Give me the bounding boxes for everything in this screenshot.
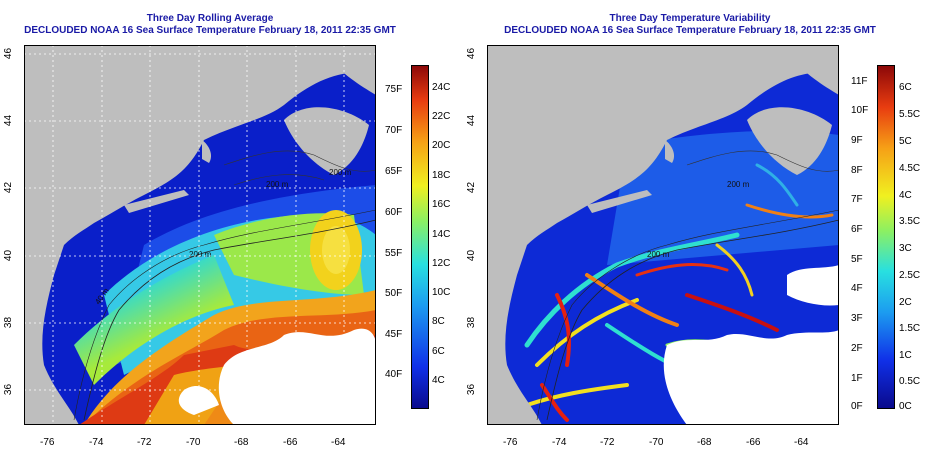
right-variability-map: 200 m 200 m	[487, 45, 839, 425]
left-depth-label-3: 200 m	[329, 168, 352, 177]
left-grid	[24, 45, 376, 425]
right-cb-c-label: 1C	[899, 350, 912, 361]
right-cb-f-label: 7F	[851, 194, 863, 205]
left-cb-f-label: 60F	[385, 207, 403, 218]
right-title-line1: Three Day Temperature Variability	[609, 13, 771, 24]
left-lon-tick: -66	[283, 437, 298, 448]
right-cb-f-label: 9F	[851, 135, 863, 146]
left-lon-tick: -70	[186, 437, 201, 448]
right-lat-tick: 38	[466, 316, 478, 329]
right-lat-tick: 36	[466, 383, 478, 396]
right-cb-f-label: 10F	[851, 105, 869, 116]
right-cb-c-label: 0C	[899, 401, 912, 412]
right-cb-f-label: 6F	[851, 224, 863, 235]
left-cb-c-label: 10C	[432, 287, 451, 298]
left-lat-tick: 36	[3, 383, 15, 396]
left-cb-c-label: 24C	[432, 82, 451, 93]
right-lon-tick: -68	[697, 437, 712, 448]
right-lon-tick: -64	[794, 437, 809, 448]
right-lat-tick: 42	[466, 181, 478, 194]
right-cb-c-label: 5.5C	[899, 109, 921, 120]
right-lat-tick: 40	[466, 249, 478, 262]
left-lat-tick: 42	[3, 181, 15, 194]
right-lon-tick: -66	[746, 437, 761, 448]
left-lat-tick: 40	[3, 249, 15, 262]
left-cb-c-label: 14C	[432, 229, 451, 240]
right-cb-c-label: 0.5C	[899, 376, 921, 387]
left-cb-f-label: 50F	[385, 288, 403, 299]
left-cb-c-label: 16C	[432, 199, 451, 210]
right-cb-c-label: 2C	[899, 297, 912, 308]
right-depth-label-1: 200 m	[647, 250, 670, 259]
left-lon-tick: -72	[137, 437, 152, 448]
right-lon-tick: -74	[552, 437, 567, 448]
right-cb-c-label: 5C	[899, 136, 912, 147]
right-lat-tick: 44	[466, 114, 478, 127]
left-cb-c-label: 12C	[432, 258, 451, 269]
right-colorbar	[877, 65, 895, 409]
right-cb-c-label: 6C	[899, 82, 912, 93]
left-cb-f-label: 55F	[385, 248, 403, 259]
left-lat-tick: 46	[3, 47, 15, 60]
left-cb-f-label: 40F	[385, 369, 403, 380]
left-cb-c-label: 18C	[432, 170, 451, 181]
left-cb-c-label: 8C	[432, 316, 445, 327]
left-lat-tick: 44	[3, 114, 15, 127]
left-depth-label-1: 200 m	[189, 250, 212, 259]
left-cb-c-label: 20C	[432, 140, 451, 151]
left-lon-tick: -68	[234, 437, 249, 448]
right-cb-f-label: 5F	[851, 254, 863, 265]
left-cb-c-label: 6C	[432, 346, 445, 357]
right-depth-label-2: 200 m	[727, 180, 750, 189]
left-cb-f-label: 75F	[385, 84, 403, 95]
left-cb-c-label: 4C	[432, 375, 445, 386]
right-cb-f-label: 3F	[851, 313, 863, 324]
left-lon-tick: -76	[40, 437, 55, 448]
right-cb-c-label: 3.5C	[899, 216, 921, 227]
left-cb-f-label: 45F	[385, 329, 403, 340]
right-cb-c-label: 4C	[899, 190, 912, 201]
left-colorbar	[411, 65, 429, 409]
right-cb-f-label: 8F	[851, 165, 863, 176]
right-cb-c-label: 4.5C	[899, 163, 921, 174]
left-cb-f-label: 65F	[385, 166, 403, 177]
right-cb-f-label: 4F	[851, 283, 863, 294]
right-lon-tick: -72	[600, 437, 615, 448]
left-lon-tick: -74	[89, 437, 104, 448]
left-depth-label-2: 200 m	[266, 180, 289, 189]
right-cb-f-label: 11F	[851, 76, 868, 87]
left-lon-tick: -64	[331, 437, 346, 448]
left-lat-tick: 38	[3, 316, 15, 329]
right-cb-c-label: 2.5C	[899, 270, 921, 281]
right-lon-tick: -70	[649, 437, 664, 448]
left-title-line2: DECLOUDED NOAA 16 Sea Surface Temperatur…	[24, 25, 396, 36]
right-cb-f-label: 1F	[851, 373, 863, 384]
right-cb-f-label: 2F	[851, 343, 863, 354]
right-lat-tick: 46	[466, 47, 478, 60]
right-cb-c-label: 3C	[899, 243, 912, 254]
right-title-line2: DECLOUDED NOAA 16 Sea Surface Temperatur…	[504, 25, 876, 36]
left-cb-c-label: 22C	[432, 111, 451, 122]
left-sst-map: 200 m 200 m 200 m 40 m	[24, 45, 376, 425]
right-lon-tick: -76	[503, 437, 518, 448]
right-cb-f-label: 0F	[851, 401, 863, 412]
left-title-line1: Three Day Rolling Average	[146, 13, 274, 24]
right-cb-c-label: 1.5C	[899, 323, 921, 334]
left-cb-f-label: 70F	[385, 125, 403, 136]
